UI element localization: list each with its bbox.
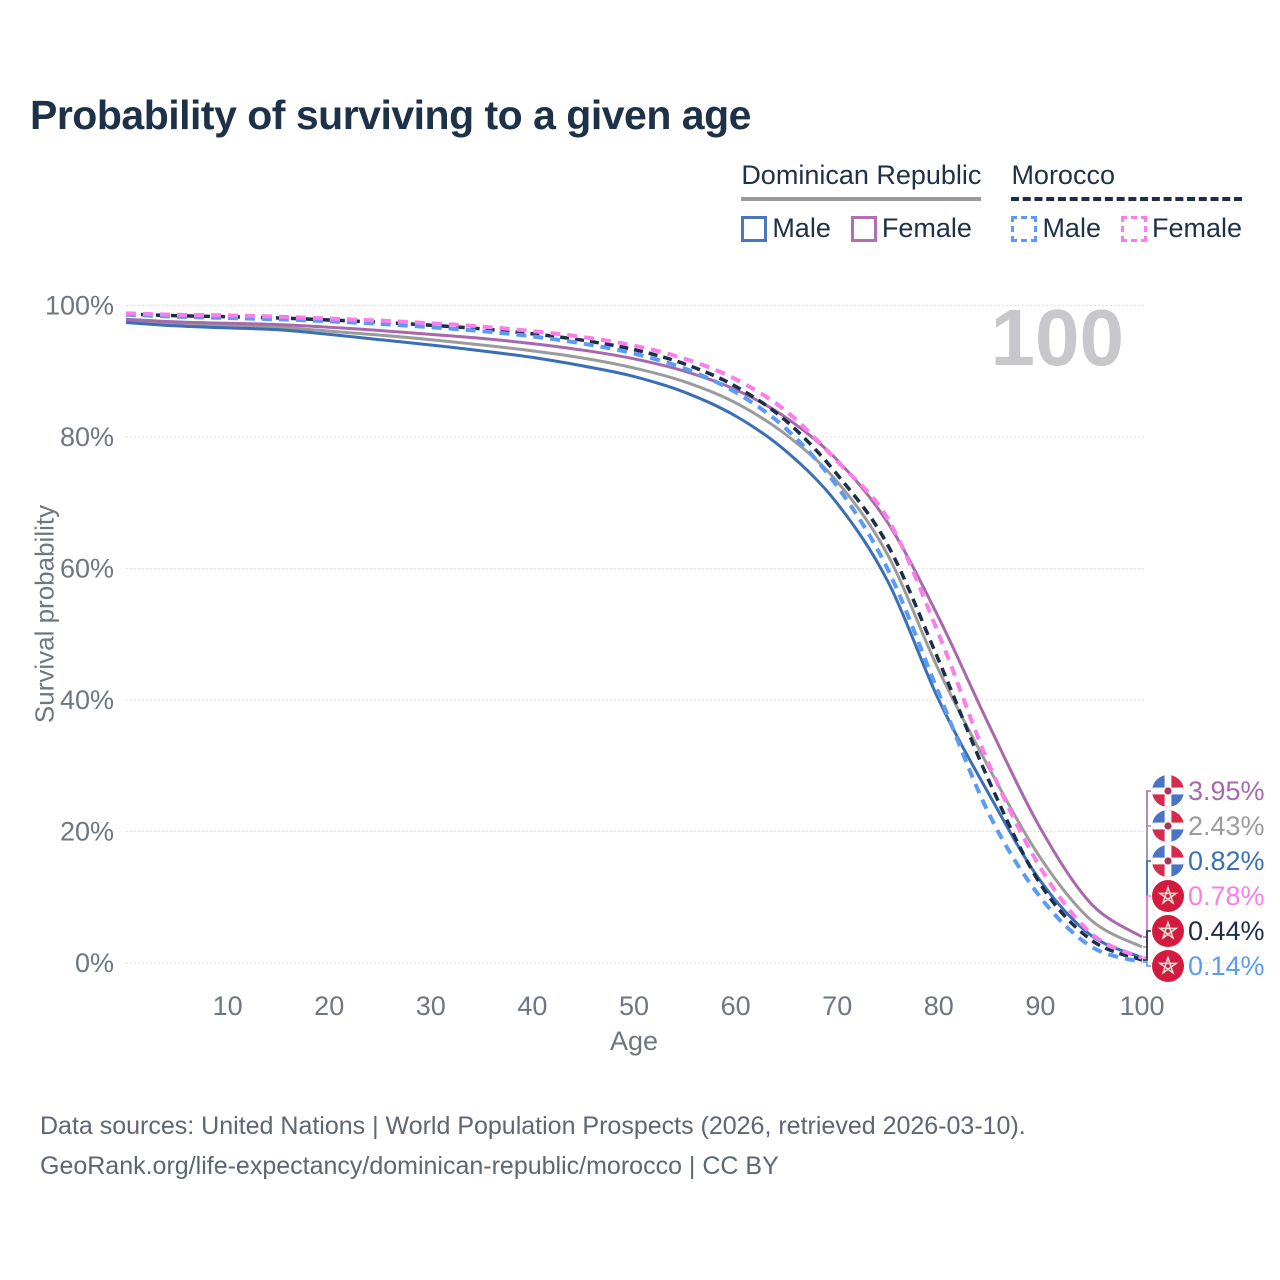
age-watermark-text: 100 [991, 293, 1124, 382]
x-tick-label: 40 [517, 991, 547, 1021]
footer: Data sources: United Nations | World Pop… [40, 1106, 1026, 1186]
dominican-republic-flag-icon [1152, 775, 1184, 807]
legend-item-label: Female [881, 213, 972, 243]
x-tick-label: 100 [1119, 991, 1164, 1021]
legend-swatch-dr-male-icon [741, 215, 768, 242]
series-line-dominican-republic-male [125, 321, 1143, 959]
legend-item-label: Male [772, 213, 831, 243]
endpoint-leader-line [1143, 895, 1151, 959]
endpoint-labels: 3.95% 2.43% 0.82% 0.78% 0.44% 0.14% [1143, 775, 1265, 983]
x-tick-label: 20 [314, 991, 344, 1021]
x-tick-label: 90 [1025, 991, 1055, 1021]
footer-attribution: GeoRank.org/life-expectancy/dominican-re… [40, 1152, 779, 1180]
legend-item-dr-male: Male [741, 213, 831, 244]
x-tick-label: 70 [822, 991, 852, 1021]
series-line-morocco-male [125, 312, 1143, 965]
legend-group-morocco: Morocco Male Female [1011, 160, 1242, 244]
footer-sources: Data sources: United Nations | World Pop… [40, 1112, 1026, 1140]
endpoint-value-label: 0.78% [1188, 881, 1265, 911]
x-tick-label: 30 [416, 991, 446, 1021]
morocco-flag-icon [1151, 914, 1185, 948]
series-line-morocco-total [125, 312, 1143, 962]
page-title: Probability of surviving to a given age [30, 92, 751, 138]
y-tick-label: 20% [60, 817, 114, 847]
y-tick-label: 100% [45, 291, 114, 321]
gridlines [126, 304, 1245, 964]
dominican-republic-flag-icon [1152, 845, 1184, 877]
legend-item-ma-female: Female [1120, 213, 1242, 244]
age-watermark: 100 [991, 293, 1124, 382]
morocco-flag-icon [1151, 949, 1185, 983]
endpoint-leader-line [1143, 930, 1151, 961]
legend-group-dominican-republic: Dominican Republic Male Female [741, 160, 982, 244]
y-tick-label: 0% [75, 948, 114, 978]
legend-swatch-ma-female-icon [1120, 215, 1147, 242]
survival-chart: 100 3.95% 2.43% 0.82% 0.78% 0.44% 0.14% 0% 20%… [45, 291, 1265, 1022]
series-line-dominican-republic-total [125, 319, 1143, 949]
legend-group-label-morocco: Morocco [1011, 160, 1242, 201]
dominican-republic-flag-icon [1152, 810, 1184, 842]
endpoint-value-label: 0.44% [1188, 916, 1265, 946]
x-axis-label: Age [609, 1026, 659, 1056]
axis-tick-labels: 0% 20% 40% 60% 80% 100% 10 20 30 40 50 60 70 80 90 100 [45, 291, 1165, 1022]
series-line-dominican-republic-female [125, 317, 1143, 939]
series-lines [125, 311, 1143, 965]
endpoint-value-label: 0.14% [1188, 951, 1265, 981]
x-tick-label: 10 [213, 991, 243, 1021]
y-tick-label: 60% [60, 554, 114, 584]
y-tick-label: 80% [60, 422, 114, 452]
endpoint-value-label: 3.95% [1188, 776, 1265, 806]
endpoint-leader-line [1143, 961, 1151, 967]
legend-item-label: Female [1151, 213, 1242, 243]
chart-legend: Dominican Republic Male Female Morocco M… [741, 160, 1242, 244]
x-tick-label: 60 [721, 991, 751, 1021]
legend-swatch-ma-male-icon [1011, 215, 1038, 242]
legend-group-label-dominican-republic: Dominican Republic [741, 160, 982, 201]
legend-item-dr-female: Female [850, 213, 972, 244]
endpoint-value-label: 0.82% [1188, 846, 1265, 876]
y-tick-label: 40% [60, 685, 114, 715]
x-tick-label: 80 [924, 991, 954, 1021]
series-line-morocco-female [125, 311, 1143, 960]
legend-item-ma-male: Male [1011, 213, 1101, 244]
x-tick-label: 50 [619, 991, 649, 1021]
morocco-flag-icon [1151, 879, 1185, 913]
legend-item-label: Male [1042, 213, 1101, 243]
endpoint-value-label: 2.43% [1188, 811, 1265, 841]
legend-swatch-dr-female-icon [850, 215, 877, 242]
